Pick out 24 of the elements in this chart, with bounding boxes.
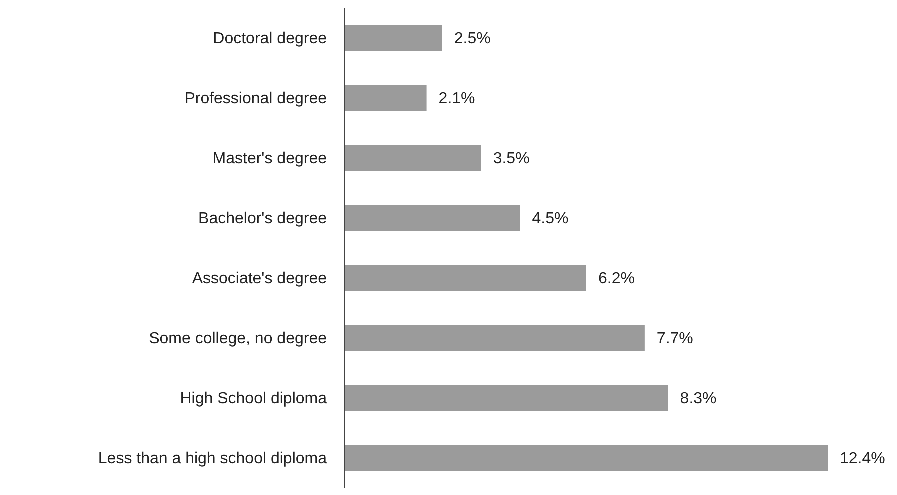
bar xyxy=(345,385,668,411)
bar xyxy=(345,85,427,111)
bar xyxy=(345,265,586,291)
data-label: 2.5% xyxy=(454,30,491,48)
y-tick-label: Professional degree xyxy=(184,90,328,108)
y-tick-label: Doctoral degree xyxy=(213,30,328,48)
y-tick-label: Associate's degree xyxy=(192,270,328,288)
bar xyxy=(345,25,442,51)
data-label: 12.4% xyxy=(840,450,886,468)
data-label: 2.1% xyxy=(438,90,476,108)
data-label: 3.5% xyxy=(493,150,530,168)
bar xyxy=(345,325,645,351)
data-label: 6.2% xyxy=(598,270,635,288)
data-label: 4.5% xyxy=(532,210,569,228)
y-tick-label: High School diploma xyxy=(180,390,328,408)
data-label: 8.3% xyxy=(680,390,717,408)
y-tick-label: Less than a high school diploma xyxy=(98,450,328,468)
bar xyxy=(345,205,520,231)
bar xyxy=(345,445,828,471)
y-tick-label: Bachelor's degree xyxy=(198,210,328,228)
y-tick-label: Some college, no degree xyxy=(149,330,328,348)
data-label: 7.7% xyxy=(656,330,694,348)
y-tick-label: Master's degree xyxy=(212,150,328,168)
bar xyxy=(345,145,482,171)
